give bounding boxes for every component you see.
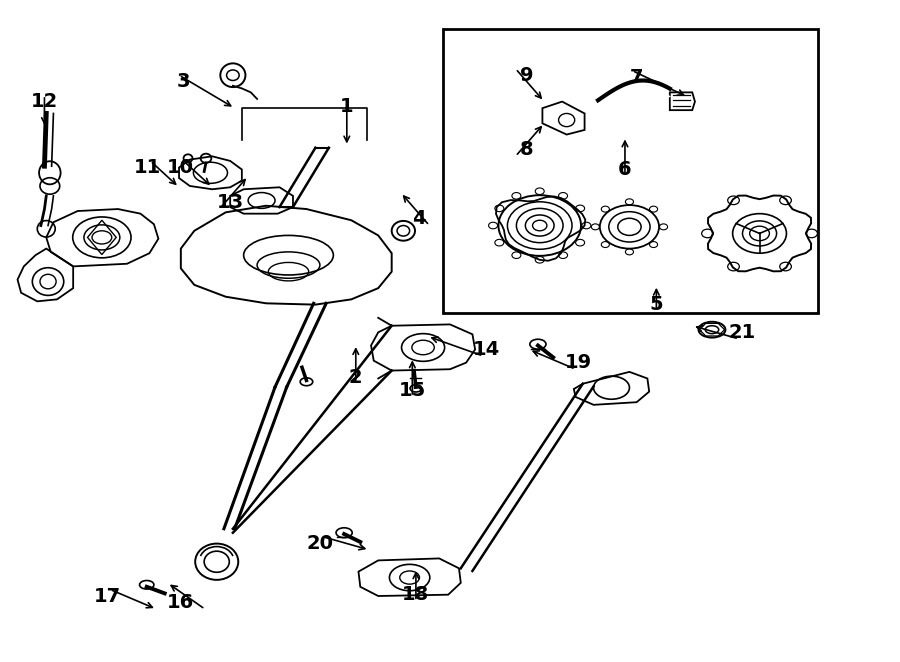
Text: 7: 7 <box>629 68 643 87</box>
Text: 17: 17 <box>94 587 121 606</box>
Text: 6: 6 <box>618 160 632 179</box>
Text: 16: 16 <box>167 593 194 612</box>
Text: 18: 18 <box>402 585 429 604</box>
Polygon shape <box>670 93 695 110</box>
Text: 13: 13 <box>217 193 244 212</box>
Text: 2: 2 <box>349 367 363 387</box>
Text: 21: 21 <box>728 323 755 342</box>
Text: 19: 19 <box>565 353 592 372</box>
Bar <box>443 29 818 312</box>
Text: 12: 12 <box>31 92 58 111</box>
Text: 14: 14 <box>472 340 500 359</box>
Text: 11: 11 <box>134 158 161 177</box>
Text: 3: 3 <box>176 72 190 91</box>
Text: 9: 9 <box>519 66 533 85</box>
Text: 15: 15 <box>399 381 426 400</box>
Text: 8: 8 <box>519 140 533 160</box>
Text: 5: 5 <box>650 295 663 314</box>
Text: 10: 10 <box>167 158 194 177</box>
Text: 4: 4 <box>412 209 426 228</box>
Text: 1: 1 <box>340 97 354 117</box>
Text: 20: 20 <box>306 534 333 553</box>
